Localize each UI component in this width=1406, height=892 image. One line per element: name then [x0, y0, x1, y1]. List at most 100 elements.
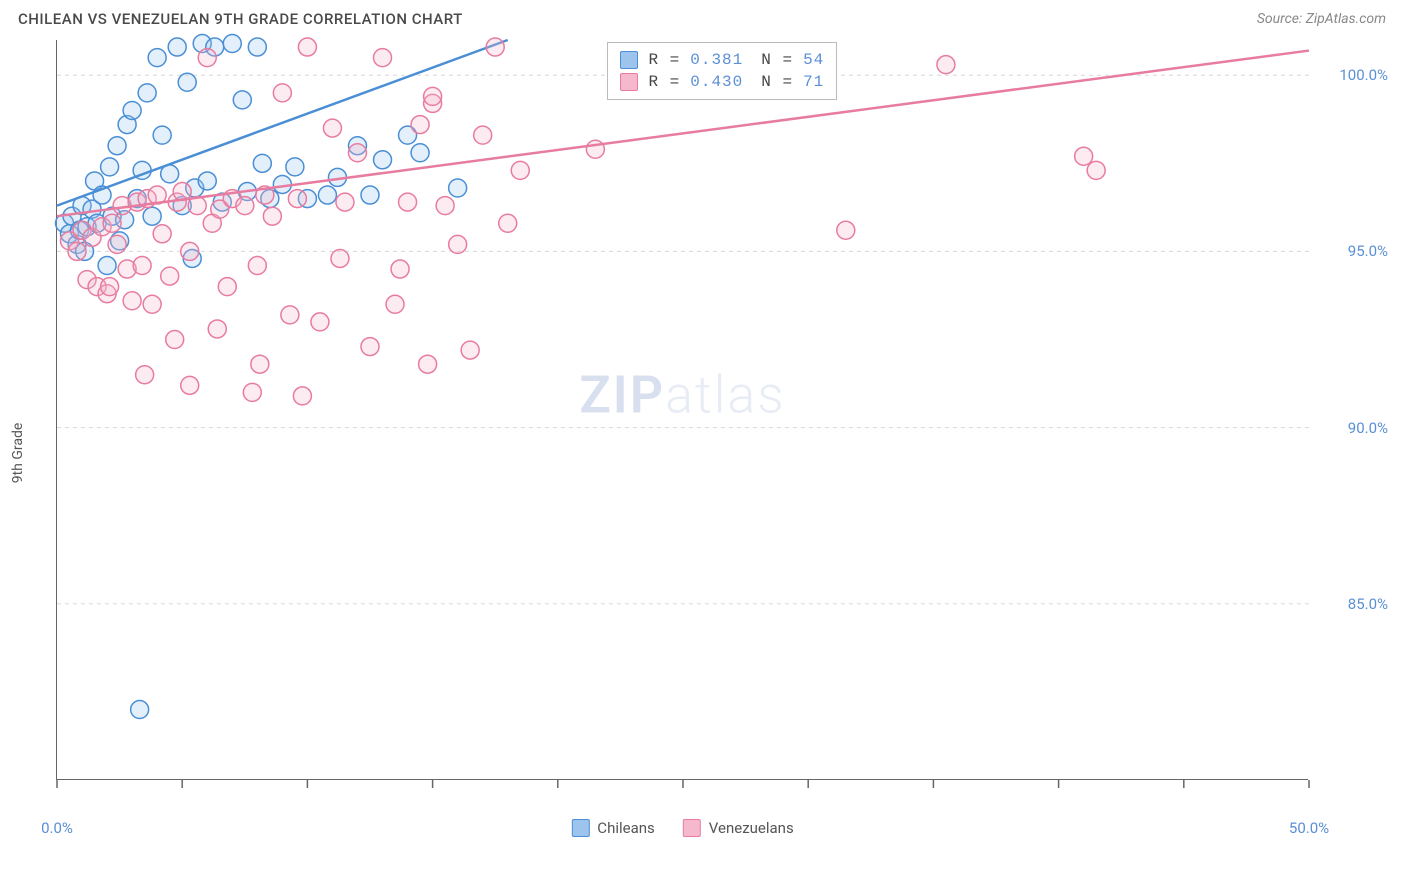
data-point [348, 144, 366, 162]
bottom-legend-label: Chileans [597, 819, 654, 837]
data-point [318, 186, 336, 204]
bottom-legend-item: Venezuelans [683, 819, 794, 837]
data-point [178, 73, 196, 91]
legend-n-label: N = [761, 51, 793, 69]
data-point [123, 101, 141, 119]
data-point [293, 387, 311, 405]
legend-n-value: 54 [803, 51, 824, 69]
data-point [436, 197, 454, 215]
data-point [449, 235, 467, 253]
data-point [181, 242, 199, 260]
data-point [218, 278, 236, 296]
data-point [236, 197, 254, 215]
legend-n-label: N = [761, 73, 793, 91]
y-axis-label: 9th Grade [10, 423, 26, 484]
plot-area: R =0.381N =54R =0.430N =71 ZIPatlas Chil… [56, 40, 1308, 780]
y-tick-label: 95.0% [1348, 242, 1388, 260]
y-tick-label: 100.0% [1339, 66, 1388, 84]
data-point [233, 91, 251, 109]
data-point [153, 225, 171, 243]
data-point [286, 158, 304, 176]
data-point [837, 221, 855, 239]
data-point [208, 320, 226, 338]
data-point [474, 126, 492, 144]
scatter-svg [57, 40, 1308, 779]
data-point [248, 257, 266, 275]
data-point [511, 161, 529, 179]
data-point [1075, 147, 1093, 165]
data-point [253, 154, 271, 172]
y-tick-label: 90.0% [1348, 419, 1388, 437]
legend-swatch [683, 819, 701, 837]
data-point [331, 249, 349, 267]
data-point [374, 49, 392, 67]
legend-r-value: 0.381 [690, 51, 743, 69]
legend-swatch [620, 51, 638, 69]
data-point [133, 257, 151, 275]
data-point [461, 341, 479, 359]
data-point [168, 38, 186, 56]
data-point [181, 376, 199, 394]
data-point [263, 207, 281, 225]
data-point [374, 151, 392, 169]
data-point [143, 207, 161, 225]
data-point [198, 172, 216, 190]
data-point [273, 84, 291, 102]
data-point [361, 338, 379, 356]
legend-row: R = 0.430 N = 71 [620, 71, 824, 93]
x-tick-label: 0.0% [41, 819, 73, 837]
plot-wrap: R =0.381N =54R =0.430N =71 ZIPatlas Chil… [56, 40, 1388, 780]
data-point [1087, 161, 1105, 179]
data-point [148, 49, 166, 67]
data-point [336, 193, 354, 211]
correlation-legend: R = 0.381 N = 54 R = 0.430 N = 71 [607, 42, 837, 100]
data-point [361, 186, 379, 204]
data-point [386, 295, 404, 313]
data-point [153, 126, 171, 144]
y-tick-label: 85.0% [1348, 595, 1388, 613]
legend-row: R = 0.381 N = 54 [620, 49, 824, 71]
data-point [143, 295, 161, 313]
legend-swatch [571, 819, 589, 837]
data-point [281, 306, 299, 324]
data-point [937, 56, 955, 74]
series-legend: Chileans Venezuelans [571, 819, 793, 837]
data-point [223, 35, 241, 53]
data-point [311, 313, 329, 331]
data-point [131, 701, 149, 719]
data-point [399, 193, 417, 211]
data-point [166, 331, 184, 349]
data-point [499, 214, 517, 232]
data-point [161, 267, 179, 285]
data-point [136, 366, 154, 384]
legend-r-label: R = [648, 51, 680, 69]
data-point [98, 257, 116, 275]
x-tick-label: 50.0% [1289, 819, 1329, 837]
source-citation: Source: ZipAtlas.com [1257, 11, 1386, 27]
data-point [108, 137, 126, 155]
data-point [288, 190, 306, 208]
legend-r-label: R = [648, 73, 680, 91]
legend-n-value: 71 [803, 73, 824, 91]
legend-swatch [620, 73, 638, 91]
data-point [108, 235, 126, 253]
data-point [101, 278, 119, 296]
legend-r-value: 0.430 [690, 73, 743, 91]
data-point [449, 179, 467, 197]
data-point [323, 119, 341, 137]
data-point [419, 355, 437, 373]
chart-container: 9th Grade R =0.381N =54R =0.430N =71 ZIP… [18, 40, 1388, 850]
bottom-legend-label: Venezuelans [709, 819, 794, 837]
data-point [123, 292, 141, 310]
chart-title: CHILEAN VS VENEZUELAN 9TH GRADE CORRELAT… [18, 10, 463, 28]
data-point [391, 260, 409, 278]
data-point [251, 355, 269, 373]
data-point [198, 49, 216, 67]
data-point [411, 144, 429, 162]
data-point [138, 84, 156, 102]
data-point [248, 38, 266, 56]
data-point [424, 87, 442, 105]
data-point [298, 38, 316, 56]
data-point [101, 158, 119, 176]
data-point [103, 214, 121, 232]
